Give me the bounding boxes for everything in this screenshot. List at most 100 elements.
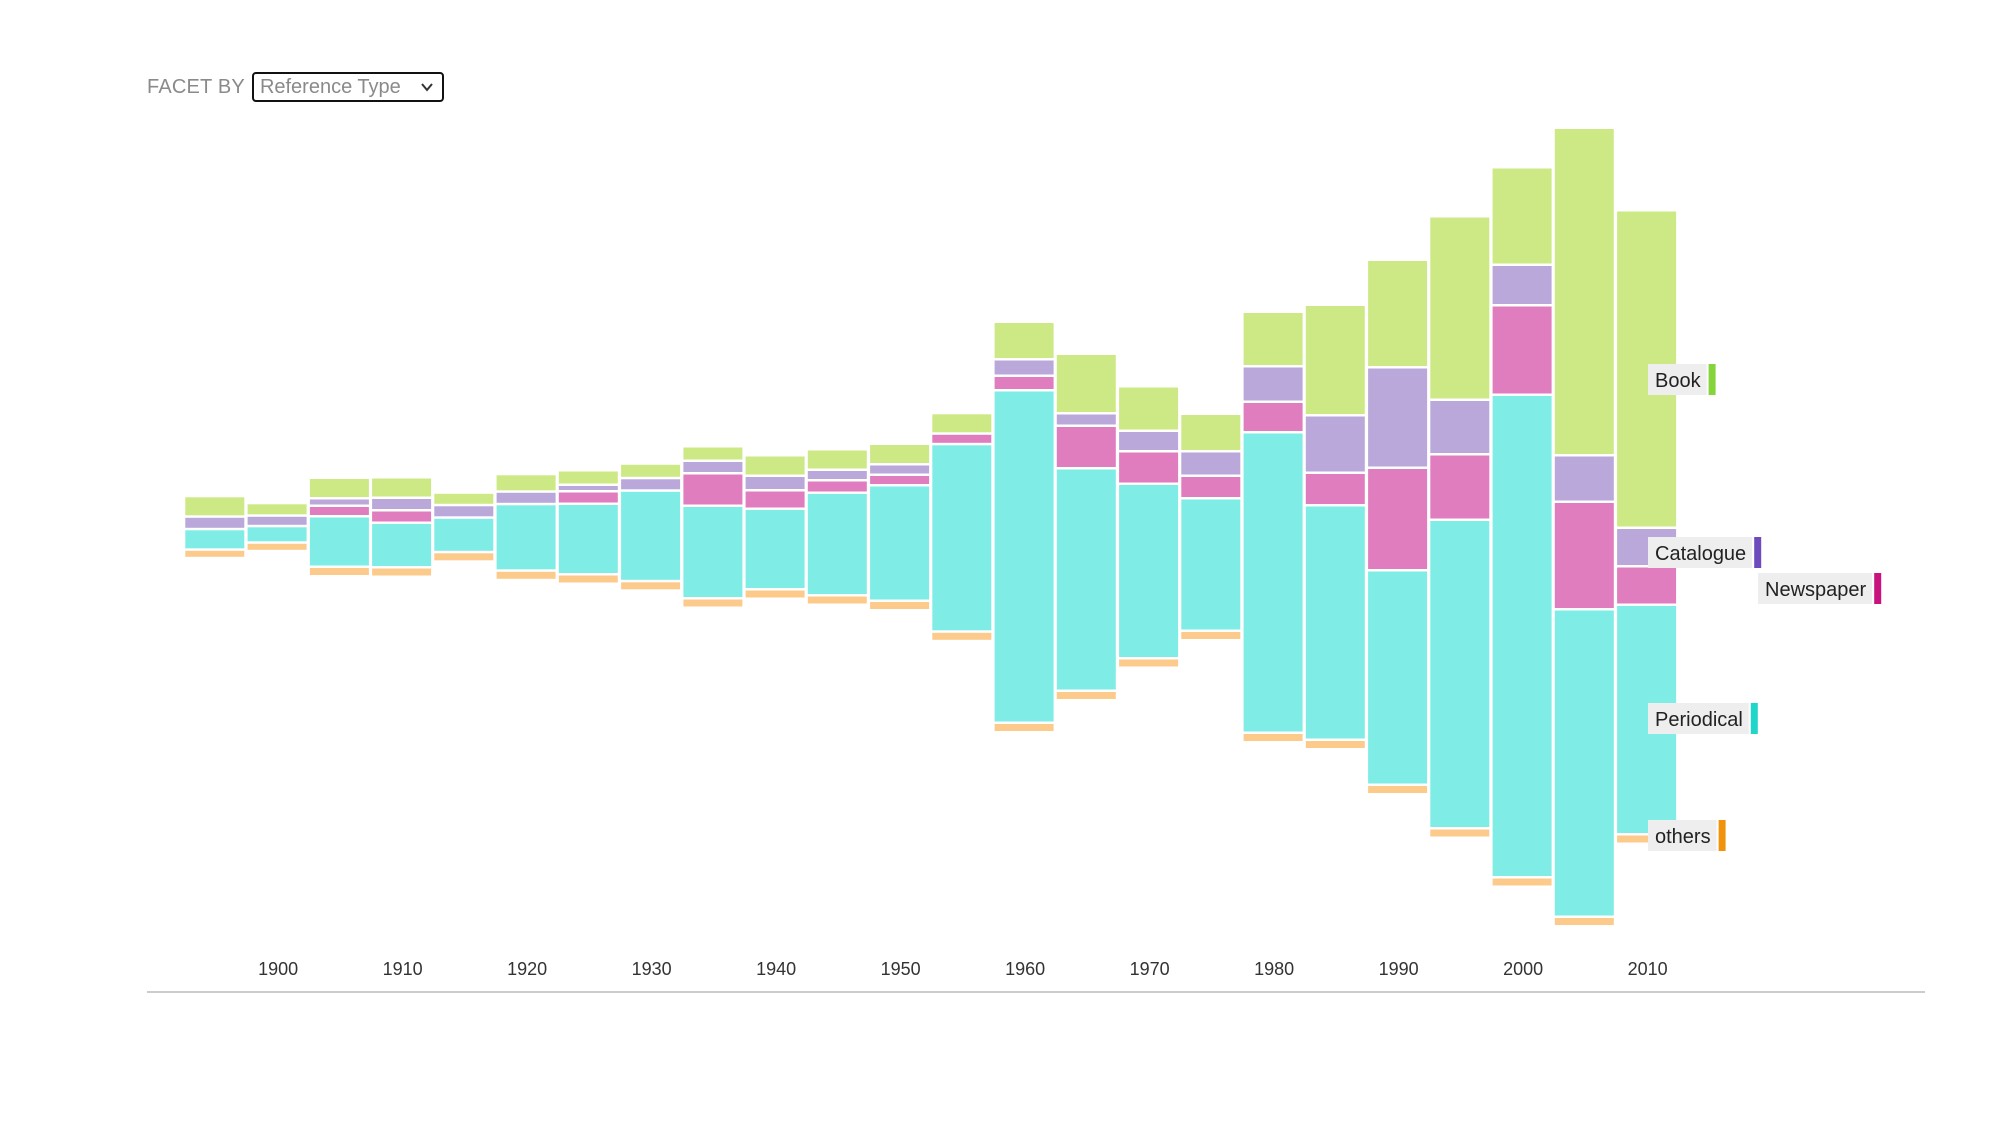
bar-catalogue-1935[interactable]: [683, 462, 743, 472]
bar-catalogue-1970[interactable]: [1119, 432, 1179, 450]
bar-catalogue-1980[interactable]: [1243, 367, 1303, 401]
bar-others-1995[interactable]: [1430, 829, 1490, 837]
bar-book-1895[interactable]: [185, 497, 245, 516]
bar-book-1975[interactable]: [1181, 415, 1241, 450]
bar-book-1905[interactable]: [309, 479, 369, 497]
bar-others-1915[interactable]: [434, 553, 494, 561]
bar-book-1935[interactable]: [683, 447, 743, 460]
bar-newspaper-1955[interactable]: [932, 434, 992, 443]
bar-periodical-1990[interactable]: [1368, 571, 1428, 784]
bar-catalogue-1905[interactable]: [309, 499, 369, 505]
bar-newspaper-1935[interactable]: [683, 474, 743, 505]
bar-newspaper-1985[interactable]: [1305, 474, 1365, 504]
bar-periodical-1920[interactable]: [496, 505, 556, 570]
bar-book-1930[interactable]: [621, 464, 681, 477]
bar-book-1910[interactable]: [372, 478, 432, 497]
bar-book-1970[interactable]: [1119, 387, 1179, 430]
bar-catalogue-1930[interactable]: [621, 479, 681, 490]
bar-book-1990[interactable]: [1368, 261, 1428, 366]
bar-others-1905[interactable]: [309, 568, 369, 575]
bar-catalogue-1925[interactable]: [558, 486, 618, 490]
bar-catalogue-1985[interactable]: [1305, 416, 1365, 472]
bar-periodical-1910[interactable]: [372, 524, 432, 566]
bar-periodical-2005[interactable]: [1554, 610, 1614, 916]
bar-catalogue-1895[interactable]: [185, 517, 245, 528]
bar-book-1995[interactable]: [1430, 217, 1490, 399]
bar-others-1950[interactable]: [870, 602, 930, 609]
bar-periodical-1930[interactable]: [621, 491, 681, 580]
bar-newspaper-1940[interactable]: [745, 491, 805, 508]
bar-newspaper-1960[interactable]: [994, 377, 1054, 389]
bar-catalogue-1995[interactable]: [1430, 401, 1490, 453]
bar-newspaper-1965[interactable]: [1056, 427, 1116, 467]
bar-catalogue-1975[interactable]: [1181, 452, 1241, 475]
bar-others-1900[interactable]: [247, 543, 307, 550]
bar-others-1920[interactable]: [496, 571, 556, 579]
facet-select[interactable]: Reference Type: [251, 72, 444, 102]
bar-catalogue-1920[interactable]: [496, 492, 556, 503]
bar-others-1935[interactable]: [683, 599, 743, 607]
bar-periodical-1935[interactable]: [683, 507, 743, 597]
bar-book-1900[interactable]: [247, 504, 307, 515]
bar-others-1990[interactable]: [1368, 786, 1428, 793]
bar-newspaper-1910[interactable]: [372, 511, 432, 522]
bar-newspaper-1925[interactable]: [558, 492, 618, 503]
bar-periodical-1965[interactable]: [1056, 469, 1116, 690]
bar-periodical-1905[interactable]: [309, 517, 369, 566]
bar-periodical-1980[interactable]: [1243, 433, 1303, 732]
bar-periodical-1895[interactable]: [185, 530, 245, 549]
bar-book-1985[interactable]: [1305, 306, 1365, 414]
bar-catalogue-2000[interactable]: [1492, 266, 1552, 304]
bar-newspaper-1990[interactable]: [1368, 469, 1428, 569]
bar-periodical-1960[interactable]: [994, 391, 1054, 722]
bar-others-1970[interactable]: [1119, 659, 1179, 667]
bar-catalogue-1940[interactable]: [745, 477, 805, 489]
bar-others-1955[interactable]: [932, 632, 992, 640]
bar-others-1930[interactable]: [621, 582, 681, 590]
bar-catalogue-1910[interactable]: [372, 499, 432, 509]
bar-book-1950[interactable]: [870, 445, 930, 463]
bar-others-1925[interactable]: [558, 575, 618, 583]
bar-catalogue-1960[interactable]: [994, 360, 1054, 375]
bar-book-2000[interactable]: [1492, 168, 1552, 264]
bar-catalogue-2005[interactable]: [1554, 456, 1614, 501]
bar-newspaper-1970[interactable]: [1119, 452, 1179, 483]
bar-newspaper-1995[interactable]: [1430, 455, 1490, 519]
bar-newspaper-1905[interactable]: [309, 507, 369, 515]
bar-book-1960[interactable]: [994, 323, 1054, 358]
bar-periodical-1995[interactable]: [1430, 521, 1490, 827]
bar-periodical-1985[interactable]: [1305, 506, 1365, 739]
bar-periodical-1970[interactable]: [1119, 485, 1179, 657]
bar-others-2005[interactable]: [1554, 918, 1614, 925]
bar-others-1960[interactable]: [994, 724, 1054, 731]
bar-catalogue-1950[interactable]: [870, 465, 930, 474]
bar-catalogue-1915[interactable]: [434, 506, 494, 517]
bar-newspaper-2005[interactable]: [1554, 503, 1614, 608]
bar-periodical-1950[interactable]: [870, 486, 930, 600]
bar-others-1975[interactable]: [1181, 632, 1241, 639]
bar-others-1980[interactable]: [1243, 734, 1303, 741]
bar-periodical-1945[interactable]: [807, 494, 867, 594]
bar-others-1965[interactable]: [1056, 692, 1116, 699]
bar-catalogue-1990[interactable]: [1368, 368, 1428, 467]
bar-book-1980[interactable]: [1243, 313, 1303, 365]
bar-catalogue-1900[interactable]: [247, 516, 307, 525]
bar-periodical-1915[interactable]: [434, 518, 494, 551]
bar-others-1895[interactable]: [185, 550, 245, 557]
bar-newspaper-2010[interactable]: [1617, 567, 1677, 604]
bar-newspaper-2000[interactable]: [1492, 306, 1552, 394]
bar-book-1925[interactable]: [558, 471, 618, 484]
bar-periodical-1925[interactable]: [558, 505, 618, 573]
bar-others-1940[interactable]: [745, 590, 805, 598]
bar-periodical-2000[interactable]: [1492, 396, 1552, 876]
bar-newspaper-1980[interactable]: [1243, 403, 1303, 431]
bar-book-1965[interactable]: [1056, 355, 1116, 412]
bar-newspaper-1975[interactable]: [1181, 477, 1241, 497]
bar-periodical-1940[interactable]: [745, 510, 805, 588]
bar-book-1920[interactable]: [496, 475, 556, 491]
bar-periodical-1955[interactable]: [932, 445, 992, 631]
bar-book-2005[interactable]: [1554, 129, 1614, 454]
bar-catalogue-1945[interactable]: [807, 471, 867, 479]
bar-newspaper-1945[interactable]: [807, 481, 867, 492]
bar-book-1945[interactable]: [807, 450, 867, 469]
